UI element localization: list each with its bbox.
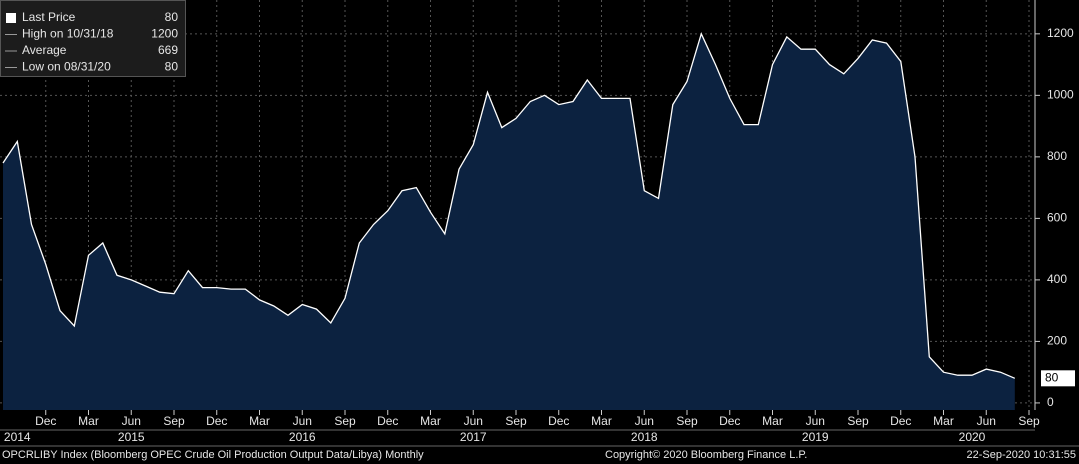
footer-copyright: Copyright© 2020 Bloomberg Finance L.P. (605, 449, 807, 461)
x-tick-label: Jun (293, 414, 312, 428)
year-label: 2016 (289, 430, 316, 444)
legend-value: 80 (165, 60, 179, 74)
x-tick-label: Jun (122, 414, 141, 428)
x-tick-label: Sep (847, 414, 869, 428)
line (2, 31, 1016, 379)
y-tick-label: 1000 (1047, 88, 1074, 102)
legend-value: 1200 (151, 27, 178, 41)
last-price-tag-box (1041, 370, 1075, 387)
area (3, 33, 1015, 411)
x-tick-label: Jun (977, 414, 996, 428)
x-tick-label: Jun (635, 414, 654, 428)
legend-label: Average (22, 43, 67, 57)
footer-timestamp: 22-Sep-2020 10:31:55 (967, 449, 1076, 461)
x-tick-label: Sep (676, 414, 698, 428)
x-tick-label: Sep (1018, 414, 1040, 428)
legend-label: High on 10/31/18 (22, 27, 114, 41)
y-tick-label: 1200 (1047, 26, 1074, 40)
legend-value: 80 (165, 10, 179, 24)
x-tick-label: Dec (719, 414, 740, 428)
legend-box (0, 0, 186, 77)
x-tick-label: Sep (505, 414, 527, 428)
year-label: 2020 (959, 430, 986, 444)
x-tick-label: Mar (933, 414, 954, 428)
x-tick-label: Dec (548, 414, 569, 428)
x-tick-label: Dec (206, 414, 227, 428)
x-tick-label: Jun (464, 414, 483, 428)
y-tick-label: 600 (1047, 211, 1067, 225)
x-tick-label: Mar (591, 414, 612, 428)
x-tick-label: Dec (35, 414, 56, 428)
x-tick-label: Jun (806, 414, 825, 428)
x-tick-label: Mar (762, 414, 783, 428)
year-label: 2017 (460, 430, 487, 444)
legend-label: Last Price (22, 10, 76, 24)
x-tick-label: Mar (420, 414, 441, 428)
x-tick-label: Dec (890, 414, 911, 428)
y-tick-label: 800 (1047, 149, 1067, 163)
legend-label: Low on 08/31/20 (22, 60, 111, 74)
footer-source: OPCRLIBY Index (Bloomberg OPEC Crude Oil… (2, 449, 424, 461)
x-tick-label: Mar (78, 414, 99, 428)
year-label: 2015 (118, 430, 145, 444)
y-tick-label: 400 (1047, 272, 1067, 286)
year-label: 2014 (4, 430, 31, 444)
legend-swatch (6, 13, 16, 23)
last-price-tag: 80 (1045, 370, 1059, 384)
x-tick-label: Mar (249, 414, 270, 428)
year-label: 2018 (631, 430, 658, 444)
legend-value: 669 (158, 43, 178, 57)
year-label: 2019 (802, 430, 829, 444)
y-tick-label: 200 (1047, 334, 1067, 348)
x-tick-label: Dec (377, 414, 398, 428)
x-tick-label: Sep (163, 414, 185, 428)
x-tick-label: Sep (334, 414, 356, 428)
y-tick-label: 0 (1047, 395, 1054, 409)
